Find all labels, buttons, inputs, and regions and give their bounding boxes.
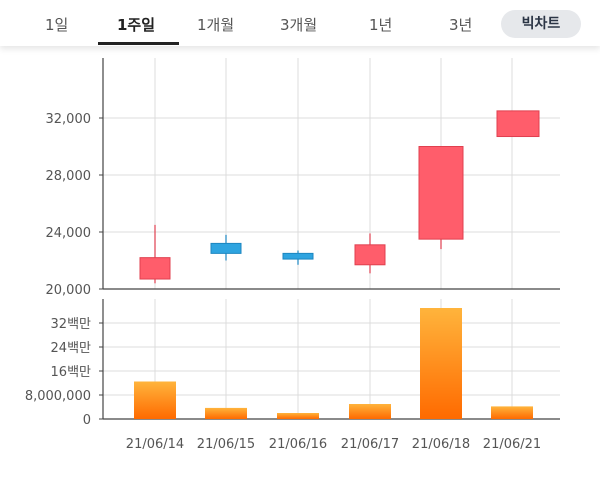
period-tab-bar: 1일 1주일 1개월 3개월 1년 3년 빅차트 (0, 0, 600, 46)
candle-body (418, 146, 464, 240)
volume-bar (491, 406, 533, 419)
price-candlestick-panel: 32,000 28,000 24,000 20,000 (46, 58, 560, 298)
tab-3years[interactable]: 3년 (449, 16, 473, 34)
volume-bar-panel: 32백만 24백만 16백만 8,000,000 0 (25, 299, 560, 428)
date-tick-label: 21/06/18 (412, 437, 470, 452)
big-chart-button[interactable]: 빅차트 (501, 10, 581, 38)
date-tick-label: 21/06/16 (269, 437, 327, 452)
volume-bar (134, 381, 176, 419)
candle-body (139, 257, 171, 280)
tab-1month[interactable]: 1개월 (197, 16, 235, 34)
price-tick-label: 32,000 (46, 112, 92, 127)
volume-bar (277, 413, 319, 419)
date-tick-label: 21/06/21 (483, 437, 541, 452)
date-axis: 21/06/14 21/06/15 21/06/16 21/06/17 21/06/18… (126, 437, 541, 452)
date-tick-label: 21/06/14 (126, 437, 184, 452)
candle-body (282, 252, 314, 260)
candle-body (496, 110, 540, 138)
volume-bar (205, 407, 247, 419)
active-tab-indicator (98, 42, 179, 45)
volume-tick-label: 0 (83, 413, 91, 428)
volume-bar (349, 404, 391, 419)
volume-tick-label: 8,000,000 (25, 389, 91, 404)
big-chart-button-label: 빅차트 (521, 16, 561, 32)
price-tick-label: 28,000 (46, 169, 92, 184)
volume-tick-label: 16백만 (51, 365, 92, 380)
tab-1year[interactable]: 1년 (369, 16, 393, 34)
price-tick-label: 24,000 (46, 226, 92, 241)
tab-3months[interactable]: 3개월 (280, 16, 318, 34)
volume-bar (420, 308, 462, 419)
tab-1day[interactable]: 1일 (45, 16, 69, 34)
date-tick-label: 21/06/17 (341, 437, 399, 452)
tab-1week[interactable]: 1주일 (117, 16, 156, 34)
volume-tick-label: 24백만 (51, 341, 92, 356)
price-tick-label: 20,000 (46, 283, 92, 298)
date-tick-label: 21/06/15 (197, 437, 255, 452)
volume-tick-label: 32백만 (51, 317, 92, 332)
candle-body (354, 244, 386, 266)
candle-body (210, 242, 242, 254)
